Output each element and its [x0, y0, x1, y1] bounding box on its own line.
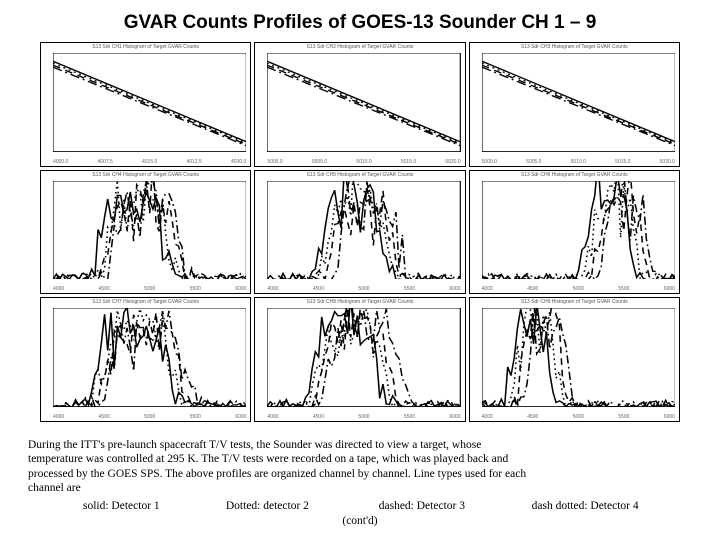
x-axis-ticks: 40004500500055006000 — [267, 414, 460, 420]
plot-svg — [53, 53, 246, 152]
panel-title: S13 Sdr CH5 Histogram of Target GVAR Cou… — [255, 172, 464, 178]
plot-svg — [53, 181, 246, 280]
panel-grid: S13 Sdr CH1 Histogram of Target GVAR Cou… — [40, 42, 680, 422]
x-axis-ticks: 40004500500055006000 — [53, 414, 246, 420]
legend-line: solid: Detector 1 Dotted: detector 2 das… — [28, 499, 692, 513]
chart-panel: S13 Sdr CH4 Histogram of Target GVAR Cou… — [40, 170, 251, 295]
contd-label: (cont'd) — [28, 514, 692, 528]
chart-panel: S13 Sdr CH6 Histogram of Target GVAR Cou… — [469, 170, 680, 295]
x-axis-ticks: 40004500500055006000 — [53, 286, 246, 292]
x-axis-ticks: 5000.05005.05010.05015.05020.0 — [267, 159, 460, 165]
chart-panel: S13 Sdr CH2 Histogram of Target GVAR Cou… — [254, 42, 465, 167]
panel-title: S13 Sdr CH3 Histogram of Target GVAR Cou… — [470, 44, 679, 50]
legend-d4: dash dotted: Detector 4 — [532, 499, 639, 513]
plot-svg — [267, 53, 460, 152]
chart-panel: S13 Sdr CH3 Histogram of Target GVAR Cou… — [469, 42, 680, 167]
chart-panel: S13 Sdr CH1 Histogram of Target GVAR Cou… — [40, 42, 251, 167]
chart-panel: S13 Sdr CH5 Histogram of Target GVAR Cou… — [254, 170, 465, 295]
plot-svg — [482, 53, 675, 152]
caption-line: channel are — [28, 481, 692, 495]
page-title: GVAR Counts Profiles of GOES-13 Sounder … — [0, 0, 720, 42]
caption-block: During the ITT's pre-launch spacecraft T… — [28, 438, 692, 528]
caption-line: During the ITT's pre-launch spacecraft T… — [28, 438, 692, 452]
panel-title: S13 Sdr CH2 Histogram of Target GVAR Cou… — [255, 44, 464, 50]
caption-line: temperature was controlled at 295 K. The… — [28, 452, 692, 466]
plot-svg — [482, 308, 675, 407]
plot-svg — [53, 308, 246, 407]
legend-d1: solid: Detector 1 — [83, 499, 223, 513]
legend-d2: Dotted: detector 2 — [226, 499, 376, 513]
panel-title: S13 Sdr CH4 Histogram of Target GVAR Cou… — [41, 172, 250, 178]
panel-title: S13 Sdr CH8 Histogram of Target GVAR Cou… — [255, 299, 464, 305]
plot-svg — [267, 181, 460, 280]
panel-title: S13 Sdr CH7 Histogram of Target GVAR Cou… — [41, 299, 250, 305]
chart-panel: S13 Sdr CH8 Histogram of Target GVAR Cou… — [254, 297, 465, 422]
x-axis-ticks: 40004500500055006000 — [482, 286, 675, 292]
panel-title: S13 Sdr CH6 Histogram of Target GVAR Cou… — [470, 172, 679, 178]
chart-panel: S13 Sdr CH7 Histogram of Target GVAR Cou… — [40, 297, 251, 422]
x-axis-ticks: 4000.04007.54015.04012.54030.0 — [53, 159, 246, 165]
plot-svg — [267, 308, 460, 407]
legend-d3: dashed: Detector 3 — [379, 499, 529, 513]
chart-panel: S13 Sdr CH9 Histogram of Target GVAR Cou… — [469, 297, 680, 422]
panel-title: S13 Sdr CH9 Histogram of Target GVAR Cou… — [470, 299, 679, 305]
x-axis-ticks: 40004500500055006000 — [482, 414, 675, 420]
x-axis-ticks: 5000.05005.05010.05015.05020.0 — [482, 159, 675, 165]
panel-title: S13 Sdr CH1 Histogram of Target GVAR Cou… — [41, 44, 250, 50]
plot-svg — [482, 181, 675, 280]
caption-line: processed by the GOES SPS. The above pro… — [28, 467, 692, 481]
x-axis-ticks: 40004500500055006000 — [267, 286, 460, 292]
